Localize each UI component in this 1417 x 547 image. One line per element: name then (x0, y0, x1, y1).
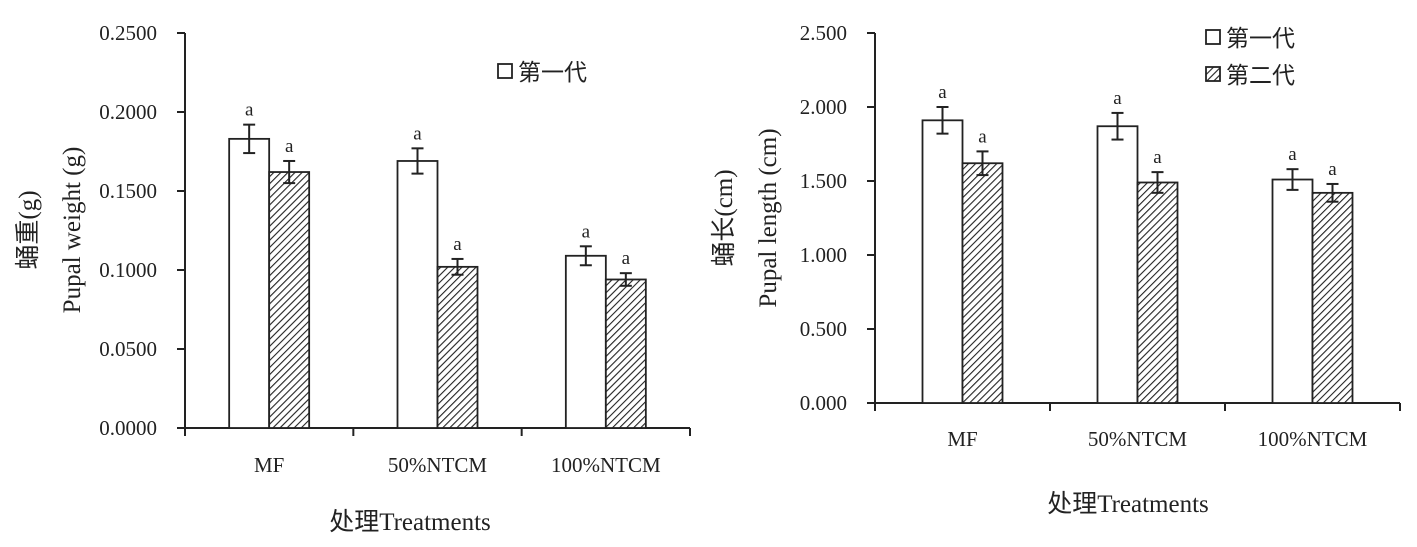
y-axis-title-en: Pupal length (cm) (755, 128, 782, 307)
legend-swatch (1205, 29, 1221, 45)
y-tick-label: 0.0000 (99, 416, 157, 440)
x-axis-title: 处理Treatments (329, 508, 491, 536)
legend-swatch (497, 63, 513, 79)
bar (1096, 125, 1139, 404)
y-tick-label: 1.000 (800, 243, 847, 267)
y-tick-label: 0.000 (800, 391, 847, 415)
x-category-label: 100%NTCM (551, 453, 661, 477)
x-category-label: 50%NTCM (388, 453, 487, 477)
bar (1136, 181, 1179, 404)
significance-letter: a (622, 248, 631, 269)
bar (436, 265, 479, 429)
significance-letter: a (1153, 147, 1162, 168)
legend-label: 第一代 (518, 60, 587, 85)
y-tick-label: 0.1000 (99, 258, 157, 282)
bar (604, 278, 647, 429)
y-tick-label: 0.2500 (99, 21, 157, 45)
y-tick-label: 1.500 (800, 169, 847, 193)
y-axis-title-en: Pupal weight (g) (59, 147, 86, 314)
significance-letter: a (453, 234, 462, 255)
x-category-label: 50%NTCM (1088, 427, 1187, 451)
y-tick-label: 2.000 (800, 95, 847, 119)
significance-letter: a (1113, 88, 1122, 109)
x-category-label: MF (254, 453, 284, 477)
pupal-length-chart: 0.000 0.500 1.000 1.500 2.000 2.500 MF 50%NTCM 1… (710, 21, 1401, 518)
x-axis-title: 处理Treatments (1047, 490, 1209, 518)
y-axis-title-cn: 蛹重(g) (14, 190, 42, 269)
pupal-weight-chart: 0.0000 0.0500 0.1000 0.1500 0.2000 0.2500 MF 50… (14, 21, 691, 536)
y-tick-label: 0.1500 (99, 179, 157, 203)
significance-letter: a (413, 123, 422, 144)
bar (228, 137, 271, 429)
bar (564, 254, 607, 429)
bar (961, 162, 1004, 404)
bar (1311, 191, 1354, 404)
y-tick-label: 0.2000 (99, 100, 157, 124)
legend-label: 第二代 (1226, 63, 1295, 88)
y-tick-label: 2.500 (800, 21, 847, 45)
y-axis-title-cn: 蛹长(cm) (710, 169, 738, 266)
bar (921, 119, 964, 404)
bar (268, 171, 311, 429)
y-tick-label: 0.500 (800, 317, 847, 341)
significance-letter: a (1288, 144, 1297, 165)
x-category-label: 100%NTCM (1258, 427, 1368, 451)
y-tick-label: 0.0500 (99, 337, 157, 361)
significance-letter: a (285, 136, 294, 157)
significance-letter: a (938, 82, 947, 103)
significance-letter: a (245, 100, 254, 121)
significance-letter: a (978, 126, 987, 147)
bar (1271, 178, 1314, 404)
significance-letter: a (582, 221, 591, 242)
bar (396, 160, 439, 429)
legend-label: 第一代 (1226, 26, 1295, 51)
legend-swatch (1205, 66, 1221, 82)
x-category-label: MF (947, 427, 977, 451)
significance-letter: a (1328, 159, 1337, 180)
